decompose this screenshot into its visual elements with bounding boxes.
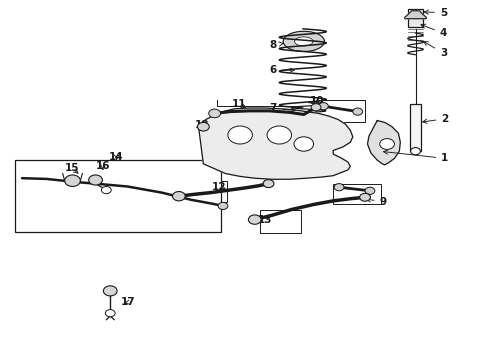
Circle shape (411, 148, 420, 155)
Bar (408, 9, 423, 27)
Circle shape (65, 175, 80, 186)
Circle shape (89, 175, 102, 185)
Circle shape (101, 186, 111, 194)
Bar (260, 210, 301, 233)
Circle shape (105, 310, 115, 317)
Circle shape (267, 126, 292, 144)
Circle shape (360, 193, 370, 201)
Polygon shape (283, 31, 324, 51)
Circle shape (209, 109, 221, 118)
Bar (333, 184, 381, 204)
Text: 14: 14 (109, 152, 124, 162)
Text: 2: 2 (423, 114, 448, 124)
Text: 4: 4 (421, 24, 447, 38)
Circle shape (103, 286, 117, 296)
Circle shape (334, 184, 344, 191)
Circle shape (197, 122, 209, 131)
Circle shape (353, 108, 363, 115)
Circle shape (228, 126, 252, 144)
Text: 3: 3 (424, 41, 447, 58)
Bar (410, 104, 421, 151)
Circle shape (248, 215, 261, 224)
Text: 12: 12 (212, 182, 227, 192)
Text: 5: 5 (424, 8, 447, 18)
Text: 16: 16 (96, 161, 110, 171)
Text: 18: 18 (195, 120, 209, 130)
Text: 10: 10 (310, 96, 325, 106)
Polygon shape (198, 108, 353, 179)
Polygon shape (368, 121, 400, 165)
Bar (15, 160, 220, 232)
Text: 8: 8 (270, 40, 283, 50)
Text: 15: 15 (65, 163, 80, 174)
Text: 11: 11 (232, 99, 246, 109)
Circle shape (263, 180, 274, 188)
Circle shape (318, 103, 328, 110)
Circle shape (380, 139, 394, 149)
Circle shape (311, 104, 321, 111)
Circle shape (294, 137, 314, 151)
Bar (316, 100, 365, 122)
Text: 9: 9 (367, 197, 387, 207)
Bar (185, 181, 227, 202)
Text: 13: 13 (257, 215, 272, 225)
Text: 1: 1 (384, 150, 448, 163)
Polygon shape (294, 37, 313, 46)
Polygon shape (405, 11, 426, 19)
Text: 7: 7 (270, 103, 295, 113)
Circle shape (365, 187, 375, 194)
Polygon shape (290, 123, 327, 132)
Circle shape (172, 192, 185, 201)
Circle shape (218, 202, 228, 210)
Text: 17: 17 (121, 297, 136, 307)
Text: 6: 6 (270, 65, 294, 75)
